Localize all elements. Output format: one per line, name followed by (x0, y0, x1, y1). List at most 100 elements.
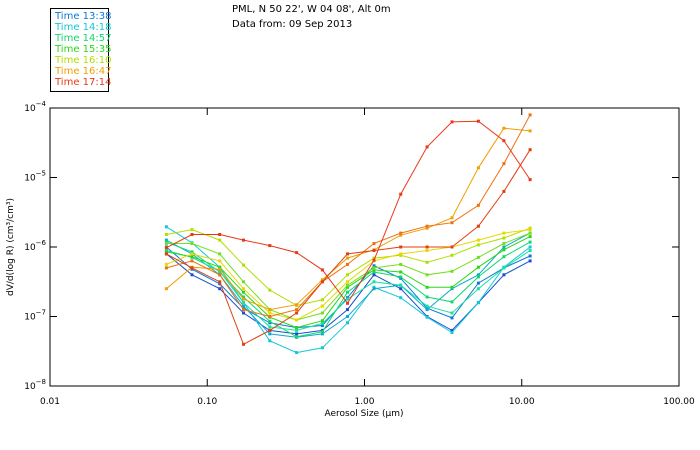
data-point (242, 295, 245, 299)
data-point (320, 319, 324, 323)
data-point (346, 297, 349, 301)
data-point (164, 266, 168, 270)
data-point (450, 221, 454, 225)
x-tick-label: 1.00 (354, 397, 374, 407)
data-point (295, 251, 299, 255)
chart-subtitle: Data from: 09 Sep 2013 (232, 19, 353, 30)
data-point (372, 287, 376, 291)
data-point (268, 325, 272, 329)
plot-frame (49, 107, 680, 387)
legend-entry: Time 16:47 (55, 66, 112, 77)
data-point (372, 270, 376, 274)
data-point (425, 260, 429, 264)
data-point (528, 228, 532, 232)
data-point (399, 192, 403, 196)
data-point (346, 315, 349, 318)
data-point (399, 287, 403, 291)
data-point (164, 252, 168, 256)
data-point (218, 233, 222, 236)
data-point (164, 233, 168, 236)
data-point (502, 266, 506, 270)
data-point (320, 304, 324, 308)
data-point (372, 256, 376, 260)
data-point (268, 339, 272, 343)
data-point (450, 253, 454, 257)
y-tick-label: 10−6 (24, 239, 46, 253)
data-point (399, 245, 403, 249)
data-point (346, 290, 349, 294)
data-point (295, 328, 299, 332)
data-point (450, 269, 454, 273)
data-point (399, 270, 403, 274)
y-tick-exponent: −7 (36, 309, 46, 317)
data-point (190, 259, 194, 263)
data-point (502, 139, 506, 143)
data-point (425, 273, 429, 277)
data-point (320, 346, 324, 350)
data-point (399, 231, 403, 235)
data-point (295, 308, 299, 312)
data-point (320, 311, 324, 315)
data-point (399, 233, 403, 237)
data-point (218, 267, 222, 271)
data-point (190, 228, 194, 232)
data-point (450, 331, 454, 334)
data-point (372, 280, 376, 284)
data-point (425, 145, 429, 149)
data-point (164, 246, 168, 250)
series-lines (164, 113, 532, 355)
data-point (372, 268, 376, 272)
y-axis-label: dV/d(log R) (cm³/cm³) (6, 198, 16, 296)
data-point (268, 308, 272, 312)
data-point (528, 178, 532, 182)
data-point (242, 263, 245, 267)
y-tick-base: 10 (24, 104, 36, 114)
x-tick-label: 0.01 (40, 397, 60, 407)
data-point (320, 298, 324, 302)
data-point (242, 304, 245, 308)
data-point (502, 273, 506, 277)
data-point (476, 243, 480, 247)
data-point (502, 248, 506, 252)
data-point (295, 332, 299, 336)
data-point (268, 332, 272, 336)
data-point (425, 224, 429, 228)
data-point (476, 119, 480, 123)
data-point (476, 224, 480, 228)
data-point (450, 120, 454, 124)
data-point (346, 273, 349, 277)
data-point (502, 255, 506, 259)
x-ticks: 0.01 0.10 1.00 10.00 100.00 (40, 108, 695, 407)
data-point (425, 308, 429, 312)
x-tick-label: 100.00 (663, 397, 695, 407)
data-point (242, 311, 245, 315)
data-point (218, 287, 222, 291)
data-point (320, 278, 324, 282)
data-point (399, 275, 403, 279)
y-tick-exponent: −8 (36, 378, 46, 386)
data-point (190, 273, 194, 277)
data-point (190, 242, 194, 245)
data-point (528, 254, 532, 258)
y-tick-label: 10−4 (24, 100, 46, 114)
data-point (399, 283, 403, 287)
data-point (399, 262, 403, 266)
y-tick-base: 10 (24, 313, 36, 323)
data-point (346, 283, 349, 287)
data-point (190, 266, 194, 270)
data-point (476, 265, 480, 269)
chart-title: PML, N 50 22', W 04 08', Alt 0m (232, 4, 391, 15)
y-tick-label: 10−5 (24, 170, 46, 184)
data-point (242, 238, 245, 242)
y-tick-exponent: −6 (36, 239, 47, 247)
data-point (242, 287, 245, 291)
data-point (320, 324, 324, 327)
x-tick-label: 10.00 (509, 397, 535, 407)
data-point (218, 265, 222, 269)
y-tick-label: 10−7 (24, 309, 46, 323)
data-point (268, 319, 272, 323)
data-point (346, 262, 349, 266)
data-point (372, 266, 376, 270)
data-point (190, 255, 194, 259)
